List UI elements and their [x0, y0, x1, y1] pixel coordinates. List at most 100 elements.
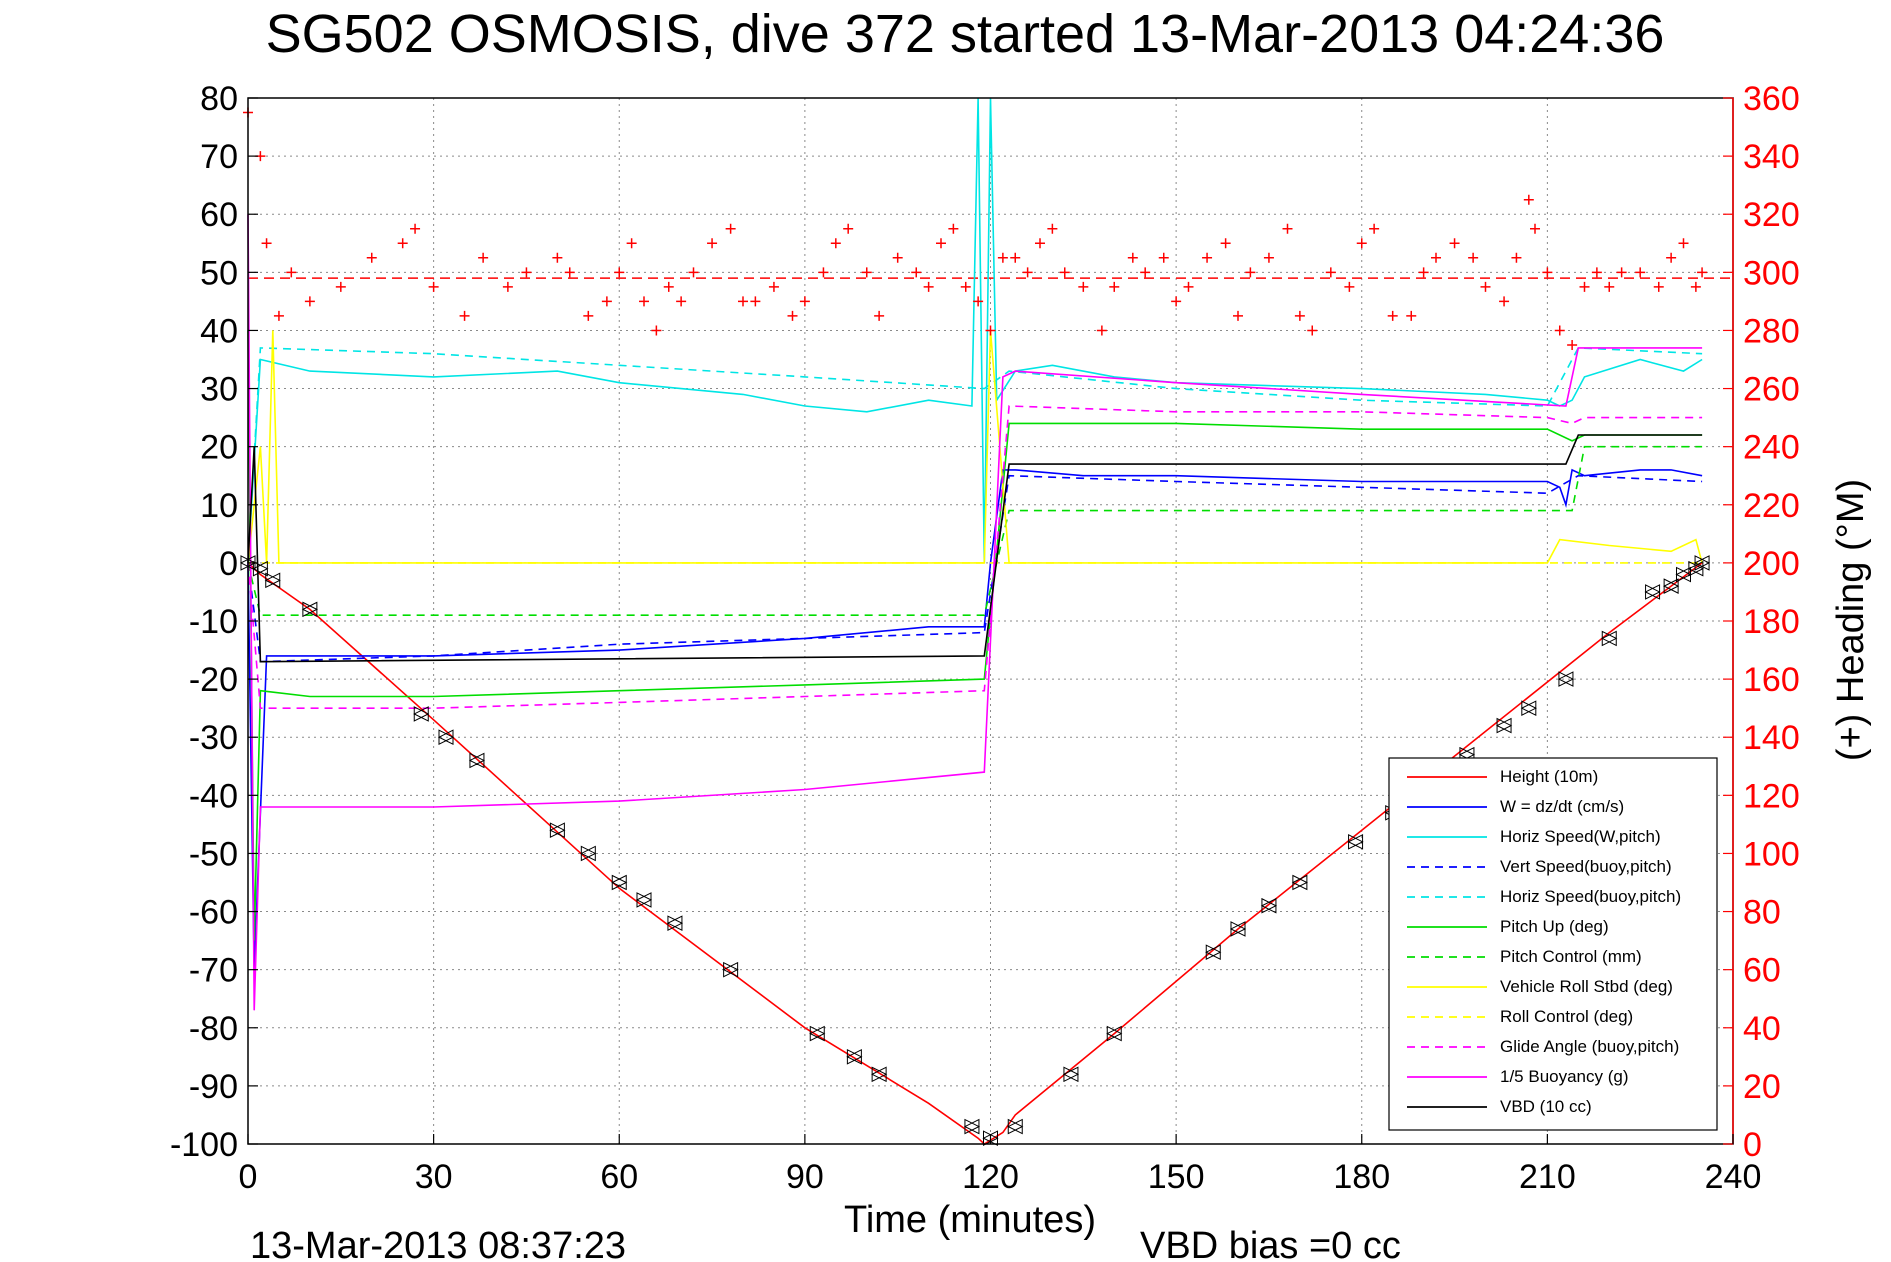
heading-point	[1096, 325, 1107, 336]
depth-marker	[1205, 944, 1222, 961]
y-tick-label-right: 100	[1743, 835, 1800, 873]
y-tick-label-right: 280	[1743, 312, 1800, 350]
heading-point	[651, 325, 662, 336]
heading-point	[688, 267, 699, 278]
heading-point	[676, 296, 687, 307]
depth-marker	[1601, 630, 1618, 647]
heading-point	[1233, 310, 1243, 321]
y-tick-label-right: 20	[1743, 1068, 1781, 1106]
chart-title: SG502 OSMOSIS, dive 372 started 13-Mar-2…	[266, 4, 1665, 64]
heading-point	[1418, 267, 1429, 278]
x-tick-label: 210	[1519, 1158, 1576, 1196]
heading-point	[1307, 325, 1318, 336]
heading-point	[1697, 267, 1708, 278]
y-tick-label-right: 40	[1743, 1010, 1781, 1048]
depth-marker	[1291, 874, 1308, 891]
heading-point	[1480, 281, 1491, 292]
depth-marker	[413, 706, 430, 722]
legend-label: Roll Control (deg)	[1500, 1007, 1633, 1026]
heading-point	[750, 296, 761, 307]
heading-point	[985, 325, 996, 336]
triangle-markers	[239, 555, 1711, 1146]
y-tick-label-right: 200	[1743, 545, 1800, 583]
heading-point	[948, 223, 959, 234]
legend: Height (10m) W = dz/dt (cm/s) Horiz Speed(…	[1388, 757, 1718, 1131]
heading-point	[1690, 281, 1701, 292]
depth-marker	[1106, 1025, 1123, 1042]
y-tick-label-right: 180	[1743, 603, 1800, 641]
heading-point	[1263, 252, 1274, 263]
heading-point	[911, 267, 922, 278]
heading-point	[1431, 252, 1441, 263]
heading-point	[799, 296, 810, 307]
heading-point	[1449, 238, 1460, 249]
y-tick-label-right: 240	[1743, 429, 1800, 467]
y-tick-label-right: 0	[1743, 1126, 1762, 1164]
heading-point	[521, 267, 532, 278]
legend-label: Pitch Up (deg)	[1500, 917, 1609, 936]
heading-point	[564, 267, 575, 278]
heading-point	[1499, 296, 1510, 307]
heading-point	[366, 252, 377, 263]
depth-marker	[1687, 560, 1704, 577]
heading-point	[428, 281, 439, 292]
heading-point	[459, 310, 470, 321]
heading-point	[725, 223, 736, 234]
right-y-axis-ticks: 3603403203002802602402202001801601401201…	[1723, 80, 1800, 1164]
y-tick-label-left: 50	[200, 254, 238, 292]
heading-point	[861, 267, 872, 278]
series-line-7	[247, 330, 1703, 564]
heading-point	[936, 238, 946, 249]
depth-marker	[809, 1025, 826, 1042]
series-line-10	[247, 214, 1703, 1011]
heading-point	[818, 267, 829, 278]
legend-label: VBD (10 cc)	[1500, 1097, 1592, 1116]
x-tick-label: 60	[600, 1158, 638, 1196]
heading-point	[1635, 267, 1646, 278]
heading-point	[478, 252, 489, 263]
heading-point	[1530, 223, 1540, 234]
heading-point	[1666, 252, 1677, 263]
heading-point	[1567, 339, 1578, 350]
depth-marker	[1229, 921, 1247, 937]
depth-marker	[1663, 578, 1680, 594]
series-line-4	[247, 347, 1703, 563]
heading-point	[583, 310, 594, 321]
heading-point	[960, 281, 971, 292]
y-tick-label-right: 360	[1743, 80, 1800, 118]
depth-marker	[666, 915, 684, 931]
heading-point	[787, 310, 798, 321]
depth-marker	[1007, 1118, 1024, 1135]
y-tick-label-left: -80	[189, 1010, 238, 1048]
heading-point	[1059, 267, 1070, 278]
depth-marker	[1557, 671, 1575, 687]
depth-marker	[963, 1118, 981, 1135]
footer-timestamp: 13-Mar-2013 08:37:23	[250, 1225, 626, 1262]
depth-marker	[635, 892, 653, 908]
y-tick-label-right: 160	[1743, 661, 1800, 699]
heading-point	[261, 238, 272, 249]
heading-point	[397, 238, 408, 249]
heading-point	[1294, 310, 1305, 321]
x-tick-label: 150	[1148, 1158, 1205, 1196]
heading-point	[1245, 267, 1256, 278]
heading-point	[1022, 267, 1033, 278]
heading-point	[973, 296, 984, 307]
legend-label: Height (10m)	[1500, 767, 1598, 786]
heading-point	[626, 238, 637, 249]
heading-point	[923, 281, 934, 292]
heading-point	[1369, 223, 1380, 234]
depth-marker	[1693, 555, 1711, 571]
heading-point	[997, 252, 1008, 263]
heading-point	[1035, 238, 1045, 249]
heading-point	[1604, 281, 1615, 292]
heading-point	[286, 267, 297, 278]
heading-point	[707, 238, 718, 249]
heading-point	[639, 296, 649, 307]
depth-marker	[846, 1049, 863, 1065]
heading-point	[1579, 281, 1590, 292]
y-tick-label-right: 60	[1743, 952, 1781, 990]
y-tick-label-left: 10	[200, 487, 238, 525]
depth-marker	[1260, 897, 1278, 914]
